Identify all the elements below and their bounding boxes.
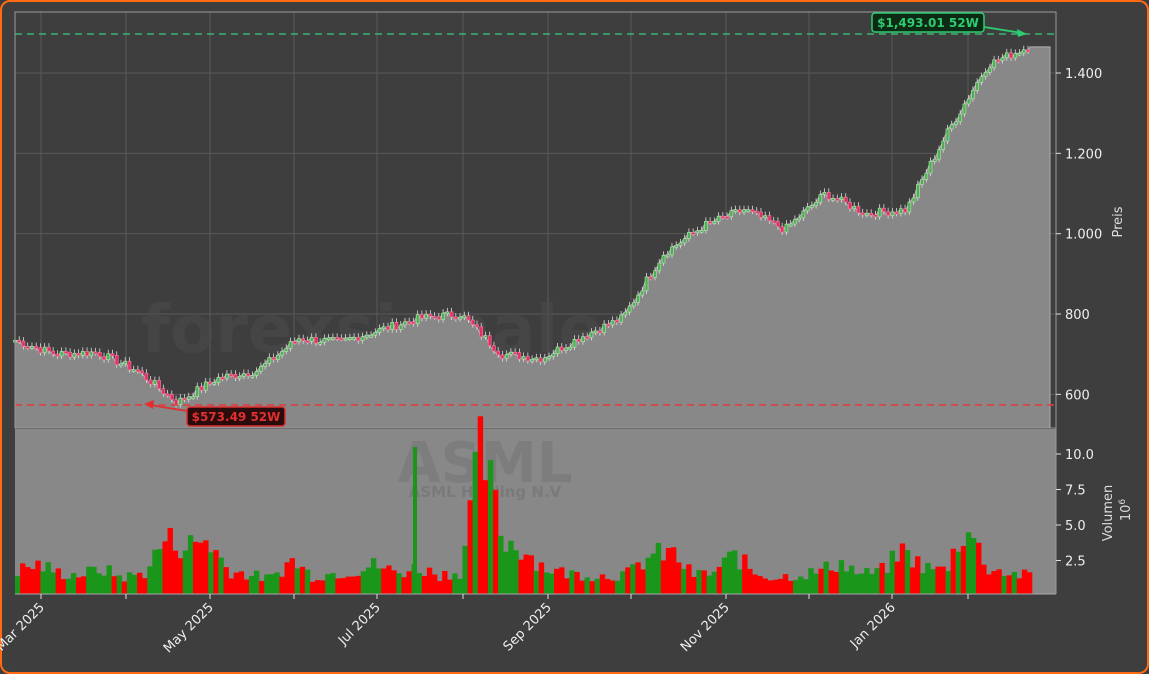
x-tick-label: May 2025	[161, 600, 217, 656]
candlesticks	[13, 45, 1030, 408]
price-axis: 600 800 1.000 1.200 1.400	[1056, 67, 1102, 403]
volume-tick-label: 2.5	[1065, 555, 1086, 570]
volume-axis-title: Volumen	[1101, 485, 1116, 542]
x-axis: Mar 2025 May 2025 Jul 2025 Sep 2025 Nov 2025…	[0, 594, 969, 656]
x-tick-label: Jan 2026	[847, 600, 899, 652]
volume-multiplier: 106	[1118, 499, 1134, 522]
high-52w-annotation: $1,493.01 52W	[871, 12, 1027, 37]
price-axis-title: Preis	[1111, 206, 1126, 237]
volume-tick-label: 5.0	[1065, 519, 1086, 534]
low-52w-annotation: $573.49 52W	[144, 400, 286, 427]
volume-tick-label: 10.0	[1065, 448, 1094, 463]
price-tick-label: 1.200	[1065, 147, 1102, 162]
price-tick-label: 600	[1065, 388, 1090, 403]
x-tick-label: Nov 2025	[678, 600, 733, 655]
x-tick-label: Sep 2025	[501, 600, 555, 654]
price-tick-label: 1.000	[1065, 228, 1102, 243]
volume-bars	[15, 416, 1033, 594]
low-52w-label: $573.49 52W	[192, 410, 281, 424]
x-tick-label: Jul 2025	[335, 600, 384, 649]
x-tick-label: Mar 2025	[0, 600, 48, 654]
price-tick-label: 1.400	[1065, 67, 1102, 82]
high-52w-label: $1,493.01 52W	[877, 16, 979, 30]
price-tick-label: 800	[1065, 308, 1090, 323]
volume-tick-label: 7.5	[1065, 484, 1086, 499]
volume-axis: 2.5 5.0 7.5 10.0	[1056, 448, 1094, 570]
